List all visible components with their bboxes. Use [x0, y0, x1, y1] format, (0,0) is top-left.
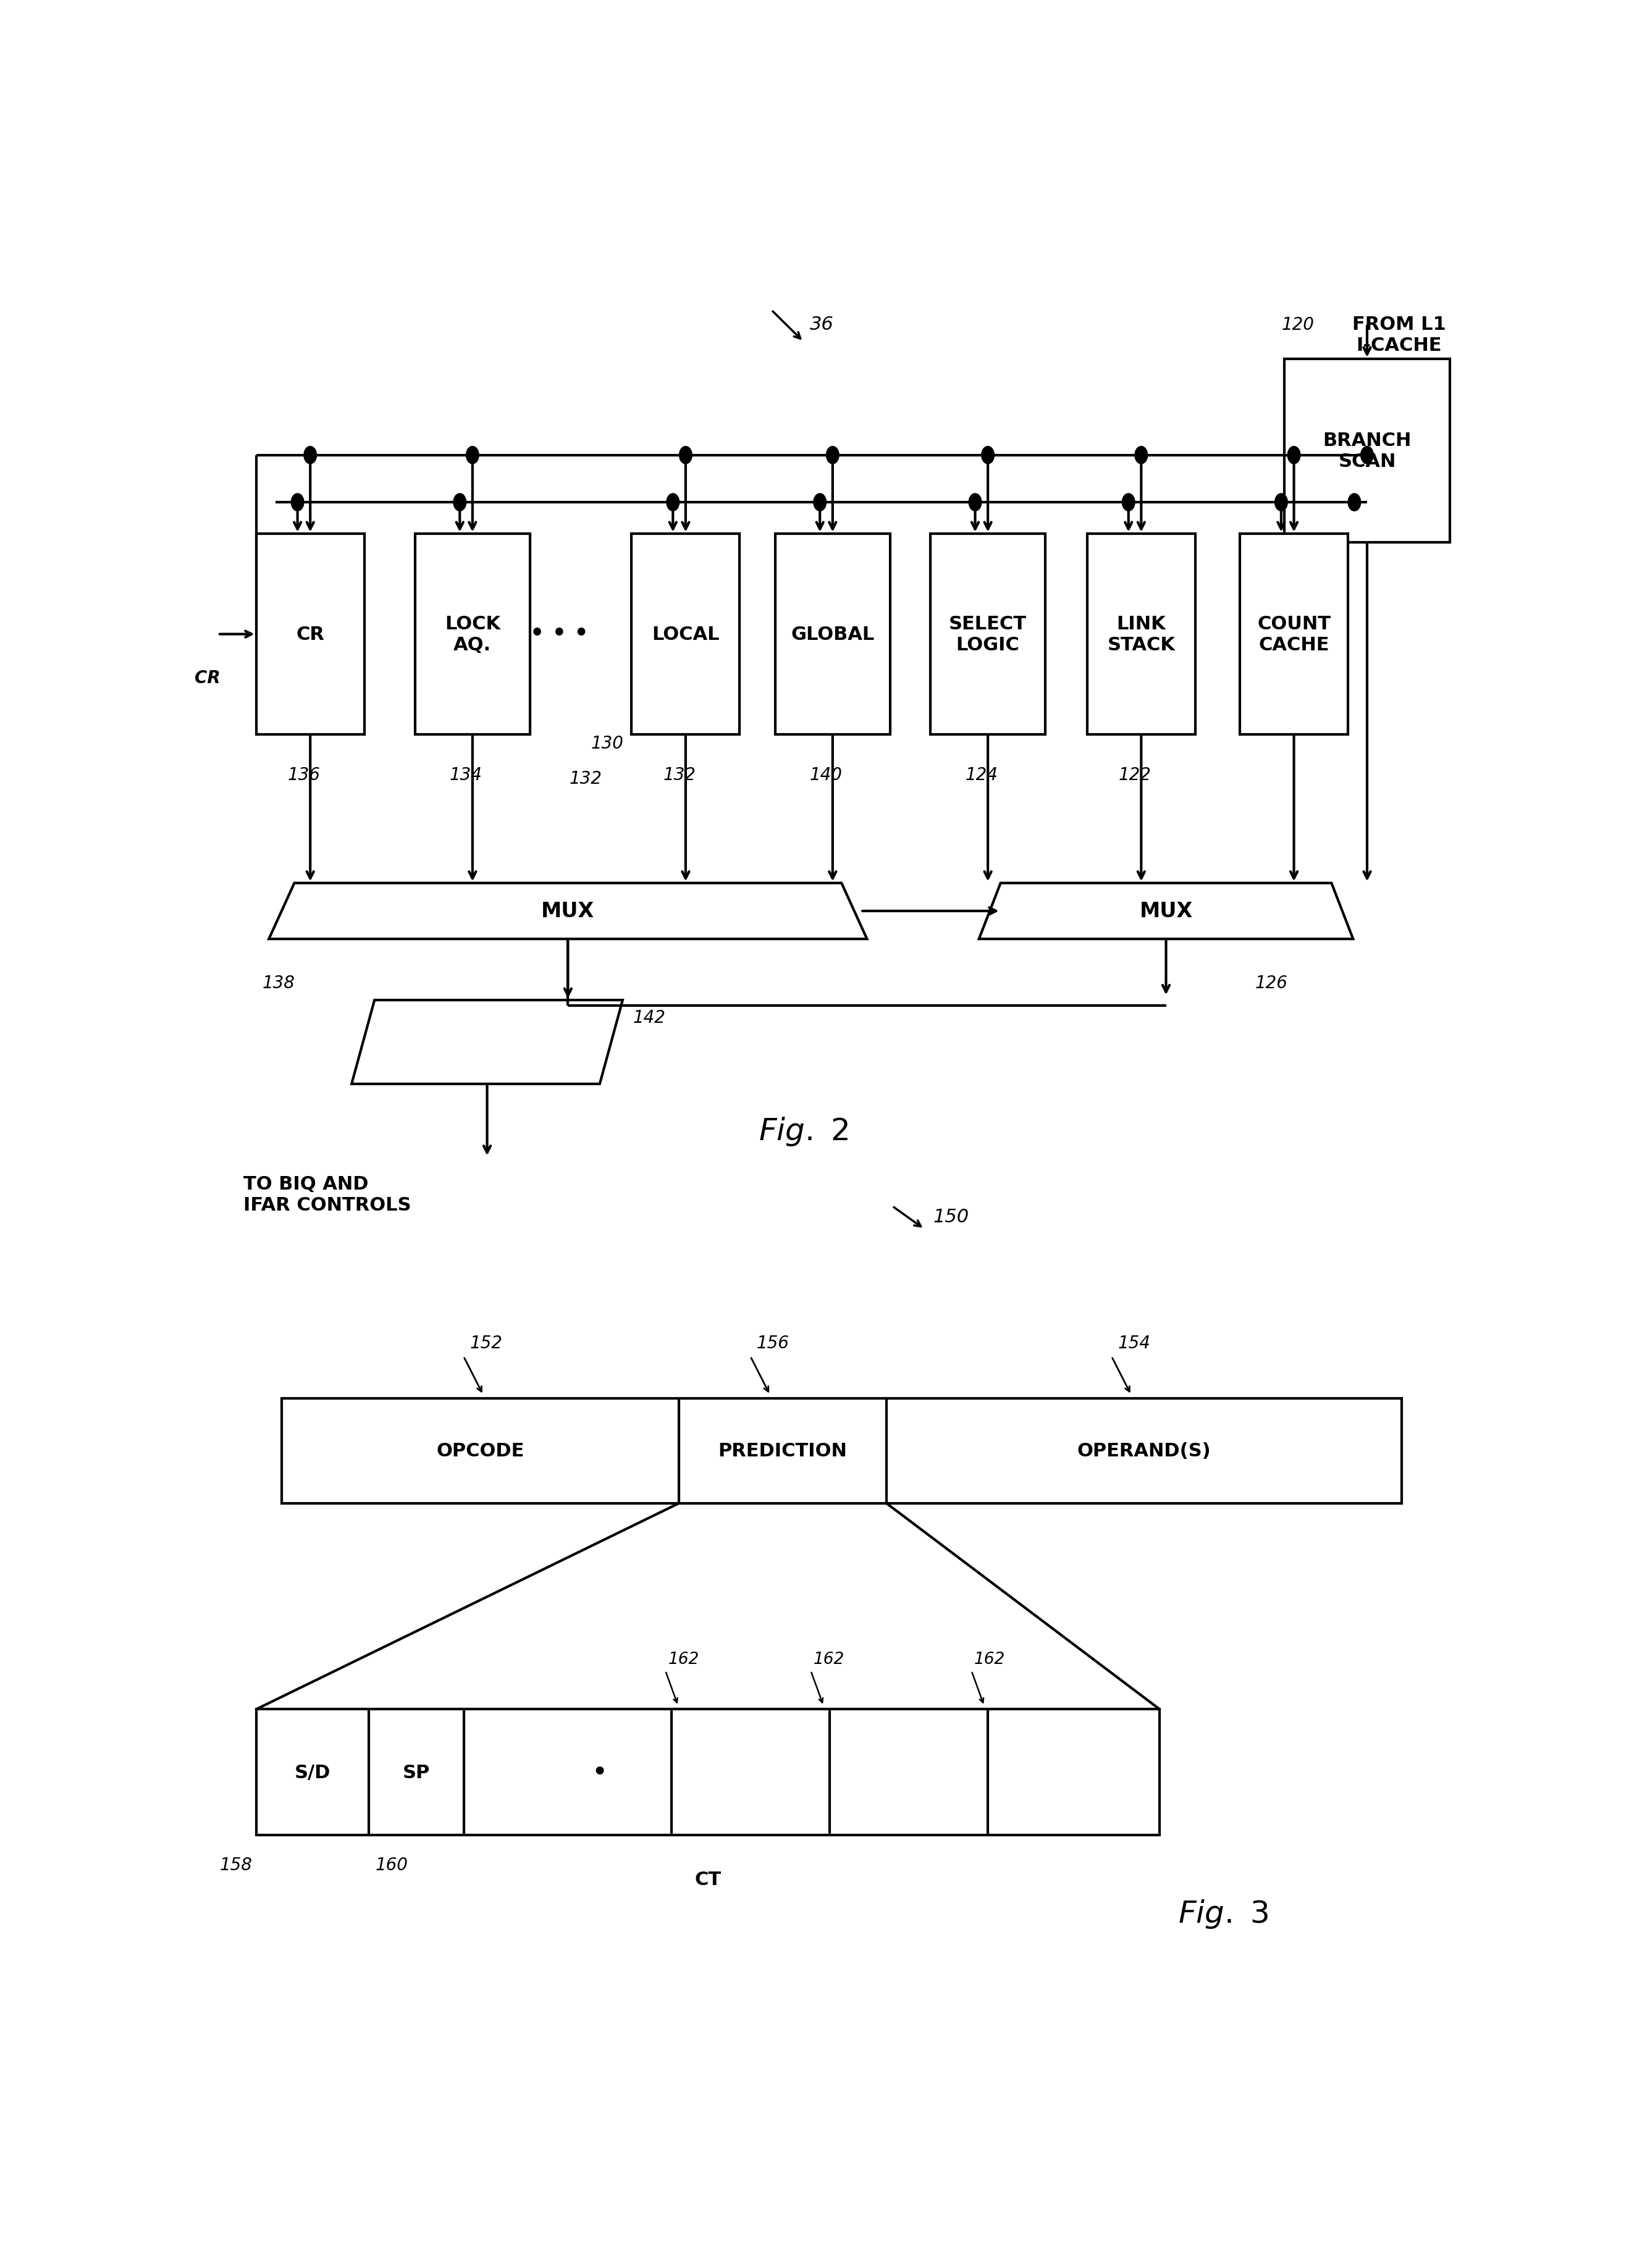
- Text: 150: 150: [933, 1209, 969, 1227]
- Polygon shape: [351, 1000, 622, 1084]
- Bar: [1240, 533, 1348, 735]
- Circle shape: [667, 494, 680, 510]
- Text: LOCAL: LOCAL: [652, 626, 719, 644]
- Text: OPCODE: OPCODE: [437, 1442, 524, 1461]
- Text: 162: 162: [813, 1651, 844, 1667]
- Bar: [1087, 533, 1195, 735]
- Text: MUX: MUX: [1140, 900, 1192, 921]
- Text: 130: 130: [591, 735, 624, 753]
- Text: 154: 154: [1118, 1334, 1151, 1352]
- Text: 134: 134: [450, 767, 483, 785]
- Circle shape: [813, 494, 826, 510]
- Circle shape: [1121, 494, 1135, 510]
- Circle shape: [1361, 447, 1373, 465]
- Text: 36: 36: [810, 315, 834, 333]
- Text: 122: 122: [1118, 767, 1151, 785]
- Text: SELECT
LOGIC: SELECT LOGIC: [949, 615, 1026, 653]
- Circle shape: [680, 447, 691, 465]
- Text: 132: 132: [570, 769, 603, 787]
- Bar: [1284, 358, 1450, 542]
- Text: 162: 162: [668, 1651, 699, 1667]
- Text: CT: CT: [695, 1871, 721, 1887]
- Text: 124: 124: [965, 767, 998, 785]
- Bar: [931, 533, 1044, 735]
- Circle shape: [466, 447, 479, 465]
- Circle shape: [826, 447, 839, 465]
- Text: COUNT
CACHE: COUNT CACHE: [1258, 615, 1330, 653]
- Circle shape: [453, 494, 466, 510]
- Text: CR: CR: [296, 626, 325, 644]
- Polygon shape: [269, 882, 867, 939]
- Text: 162: 162: [974, 1651, 1005, 1667]
- Circle shape: [1274, 494, 1287, 510]
- Circle shape: [1135, 447, 1148, 465]
- Text: TO BIQ AND
IFAR CONTROLS: TO BIQ AND IFAR CONTROLS: [243, 1175, 410, 1213]
- Text: BRANCH
SCAN: BRANCH SCAN: [1323, 431, 1412, 469]
- Circle shape: [304, 447, 317, 465]
- Text: • • •: • • •: [530, 624, 588, 644]
- Text: 138: 138: [263, 975, 296, 991]
- Circle shape: [291, 494, 304, 510]
- Text: CR: CR: [195, 669, 220, 687]
- Text: 140: 140: [810, 767, 842, 785]
- Circle shape: [969, 494, 982, 510]
- Text: 142: 142: [632, 1009, 665, 1027]
- Text: •: •: [591, 1760, 608, 1785]
- Circle shape: [1348, 494, 1361, 510]
- Text: PREDICTION: PREDICTION: [718, 1442, 847, 1461]
- Circle shape: [982, 447, 995, 465]
- Text: MUX: MUX: [542, 900, 594, 921]
- Circle shape: [1287, 447, 1300, 465]
- Polygon shape: [979, 882, 1353, 939]
- Text: SP: SP: [402, 1762, 430, 1780]
- Text: FROM L1
I-CACHE: FROM L1 I-CACHE: [1351, 315, 1445, 354]
- Text: OPERAND(S): OPERAND(S): [1077, 1442, 1210, 1461]
- Text: 160: 160: [376, 1855, 409, 1873]
- Text: $\mathit{Fig.}\ \mathit{2}$: $\mathit{Fig.}\ \mathit{2}$: [759, 1116, 849, 1148]
- Text: 152: 152: [470, 1334, 502, 1352]
- Text: GLOBAL: GLOBAL: [791, 626, 875, 644]
- Text: $\mathit{Fig.}\ \mathit{3}$: $\mathit{Fig.}\ \mathit{3}$: [1179, 1898, 1268, 1930]
- Text: 120: 120: [1282, 315, 1315, 333]
- Text: 158: 158: [220, 1855, 253, 1873]
- Text: LOCK
AQ.: LOCK AQ.: [445, 615, 501, 653]
- Text: LINK
STACK: LINK STACK: [1107, 615, 1176, 653]
- Text: 136: 136: [287, 767, 320, 785]
- Text: 126: 126: [1254, 975, 1287, 991]
- Bar: [256, 533, 365, 735]
- Bar: [632, 533, 739, 735]
- Text: 132: 132: [663, 767, 696, 785]
- Bar: [282, 1399, 1402, 1504]
- Text: S/D: S/D: [294, 1762, 330, 1780]
- Bar: [415, 533, 530, 735]
- Bar: [775, 533, 890, 735]
- Bar: [256, 1710, 1159, 1835]
- Text: 156: 156: [757, 1334, 790, 1352]
